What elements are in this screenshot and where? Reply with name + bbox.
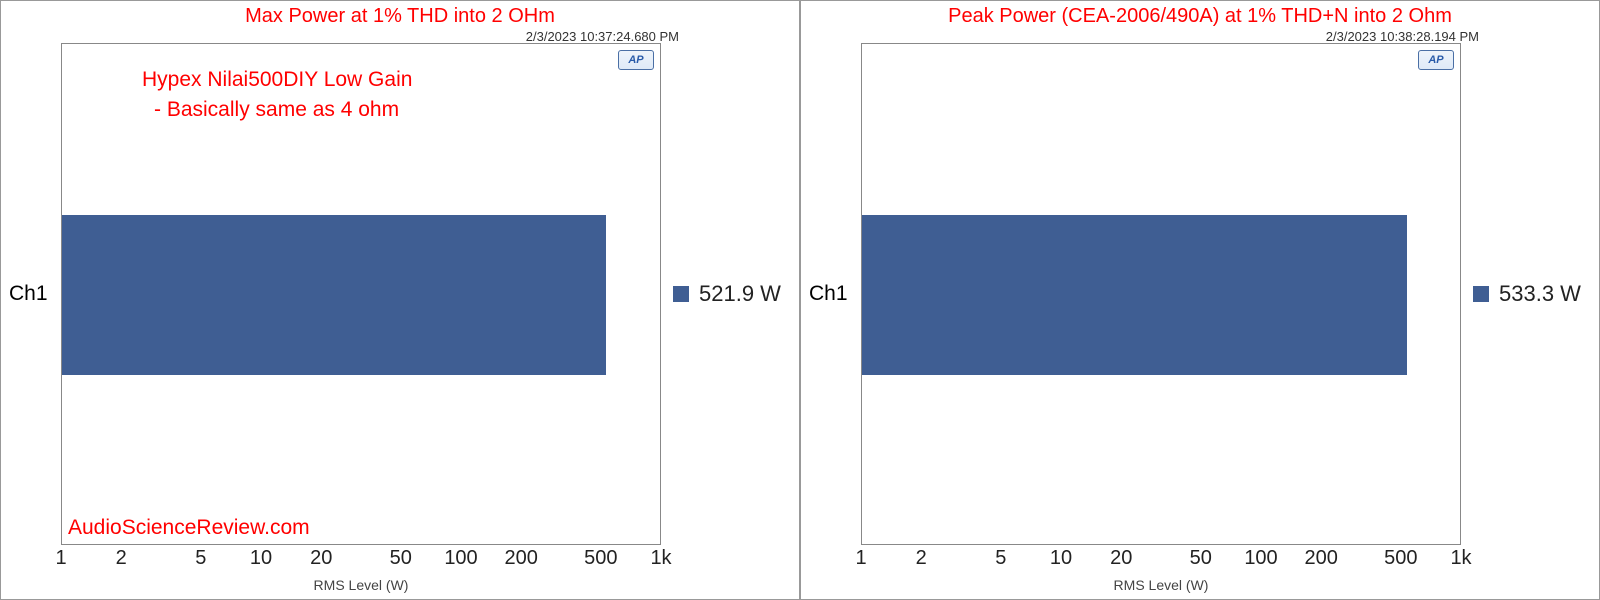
bar-ch1	[62, 215, 606, 376]
x-tick: 2	[916, 547, 927, 570]
legend-value: 533.3 W	[1499, 281, 1581, 307]
timestamp: 2/3/2023 10:37:24.680 PM	[526, 29, 679, 44]
x-axis-label: RMS Level (W)	[861, 577, 1461, 593]
legend-swatch-icon	[1473, 286, 1489, 302]
x-tick: 20	[1110, 547, 1132, 570]
x-tick: 1	[55, 547, 66, 570]
ap-logo-icon: AP	[1418, 50, 1454, 70]
x-tick: 200	[505, 547, 538, 570]
x-tick: 20	[310, 547, 332, 570]
legend-swatch-icon	[673, 286, 689, 302]
panel-right: Peak Power (CEA-2006/490A) at 1% THD+N i…	[800, 0, 1600, 600]
bar-ch1	[862, 215, 1407, 376]
y-category-label: Ch1	[809, 282, 848, 306]
x-axis-label: RMS Level (W)	[61, 577, 661, 593]
x-tick: 500	[584, 547, 617, 570]
annotation-line-2: - Basically same as 4 ohm	[154, 98, 399, 122]
legend: 521.9 W	[673, 281, 781, 307]
x-tick: 5	[995, 547, 1006, 570]
x-axis-ticks: 1251020501002005001k	[861, 547, 1461, 571]
x-tick: 5	[195, 547, 206, 570]
x-tick: 10	[1050, 547, 1072, 570]
ap-logo-icon: AP	[618, 50, 654, 70]
x-tick: 10	[250, 547, 272, 570]
x-tick: 100	[1244, 547, 1277, 570]
watermark: AudioScienceReview.com	[68, 516, 310, 540]
x-tick: 2	[116, 547, 127, 570]
y-category-label: Ch1	[9, 282, 48, 306]
x-axis-ticks: 1251020501002005001k	[61, 547, 661, 571]
x-tick: 1k	[650, 547, 671, 570]
x-tick: 100	[444, 547, 477, 570]
chart-title: Max Power at 1% THD into 2 OHm	[1, 5, 799, 28]
plot-area: AP Hypex Nilai500DIY Low Gain - Basicall…	[61, 43, 661, 545]
chart-title: Peak Power (CEA-2006/490A) at 1% THD+N i…	[801, 5, 1599, 28]
x-tick: 500	[1384, 547, 1417, 570]
legend-value: 521.9 W	[699, 281, 781, 307]
annotation-line-1: Hypex Nilai500DIY Low Gain	[142, 68, 412, 92]
legend: 533.3 W	[1473, 281, 1581, 307]
plot-area: AP	[861, 43, 1461, 545]
x-tick: 1	[855, 547, 866, 570]
x-tick: 1k	[1450, 547, 1471, 570]
chart-pair: Max Power at 1% THD into 2 OHm 2/3/2023 …	[0, 0, 1600, 600]
x-tick: 200	[1305, 547, 1338, 570]
x-tick: 50	[390, 547, 412, 570]
panel-left: Max Power at 1% THD into 2 OHm 2/3/2023 …	[0, 0, 800, 600]
timestamp: 2/3/2023 10:38:28.194 PM	[1326, 29, 1479, 44]
x-tick: 50	[1190, 547, 1212, 570]
